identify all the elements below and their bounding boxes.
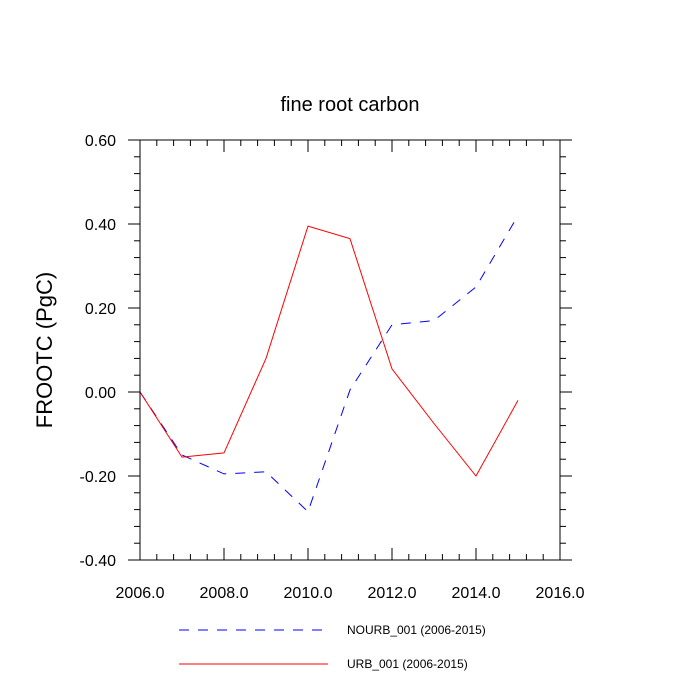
minor-ticks [134, 139, 566, 561]
y-tick-label: 0.40 [85, 217, 116, 234]
x-tick-label: 2010.0 [284, 585, 333, 602]
legend-label-2: URB_001 (2006-2015) [347, 657, 468, 671]
major-ticks [128, 139, 572, 561]
x-tick-label: 2014.0 [452, 585, 501, 602]
series-line-2 [139, 225, 519, 477]
x-tick-label: 2016.0 [536, 585, 585, 602]
y-tick-label: 0.60 [85, 133, 116, 150]
plot-frame [139, 139, 561, 561]
x-tick-label: 2006.0 [116, 585, 165, 602]
legend-label-1: NOURB_001 (2006-2015) [347, 623, 486, 637]
y-tick-label: 0.20 [85, 301, 116, 318]
x-tick-label: 2008.0 [200, 585, 249, 602]
series-lines [139, 215, 519, 513]
y-tick-label: 0.00 [85, 385, 116, 402]
y-axis-label: FROOTC (PgC) [32, 272, 57, 428]
legend: NOURB_001 (2006-2015) URB_001 (2006-2015) [179, 623, 486, 671]
chart-title: fine root carbon [281, 94, 420, 116]
y-tick-label: -0.20 [80, 469, 117, 486]
x-tick-label: 2012.0 [368, 585, 417, 602]
tick-labels: 2006.0 2008.0 2010.0 2012.0 2014.0 2016.0 -0.4… [80, 133, 585, 602]
y-tick-label: -0.40 [80, 553, 117, 570]
series-line-1 [139, 215, 519, 513]
